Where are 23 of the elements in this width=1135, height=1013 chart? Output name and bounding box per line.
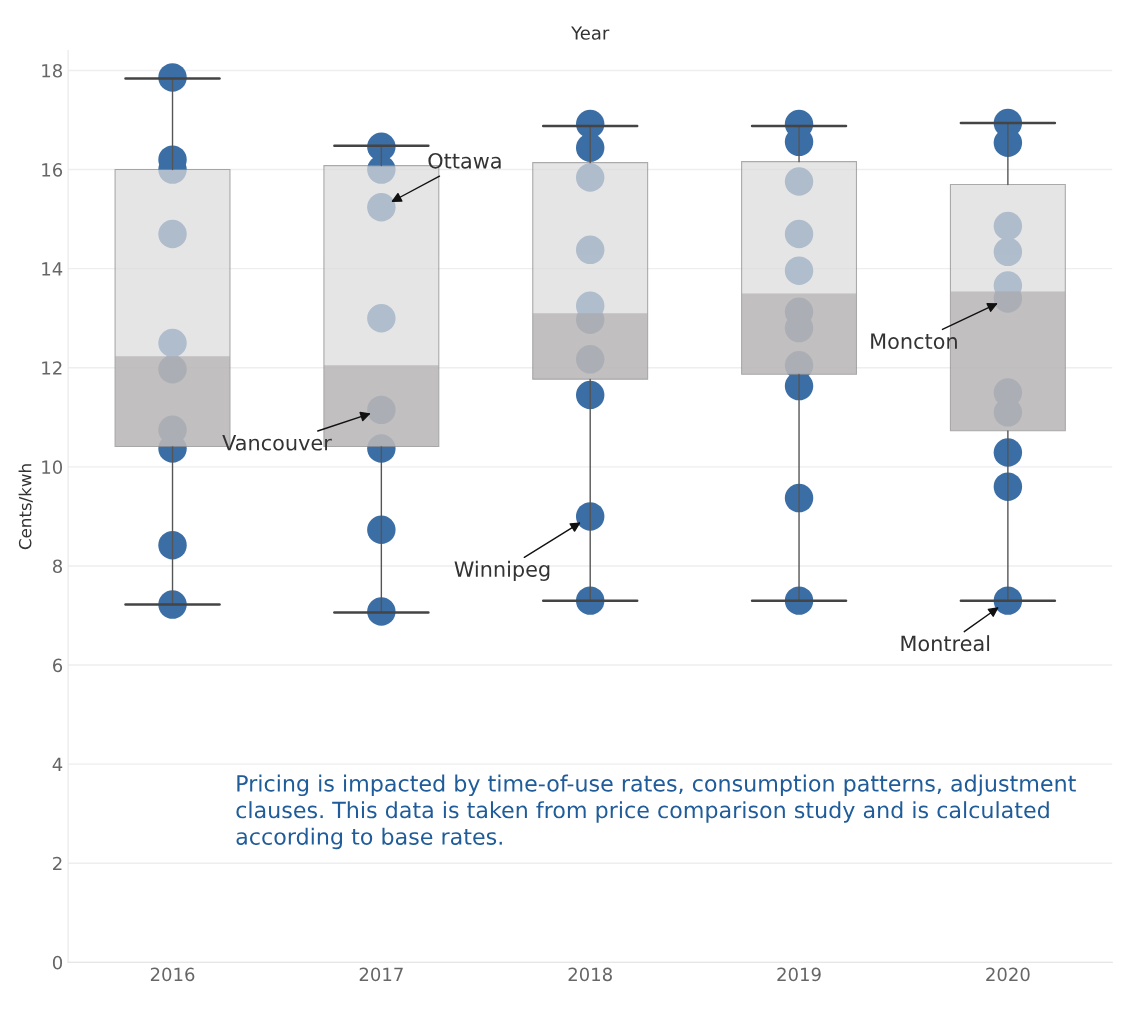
y-tick-label: 14 — [42, 262, 63, 276]
y-tick-label: 18 — [42, 63, 62, 78]
annotation: Pricing is impacted by time-of-use rates, consumption patterns, adjustment clauses. This data is taken from price comparison study and is calculated according to base rates. — [236, 774, 1076, 850]
annotation: Montreal — [901, 635, 990, 652]
x-tick-label: 2019 — [777, 967, 821, 982]
x-axis-title: Year — [571, 26, 610, 40]
annotation: Vancouver — [222, 435, 332, 451]
y-tick-label: 8 — [52, 559, 62, 574]
x-tick-label: 2016 — [150, 967, 195, 982]
y-tick-label: 16 — [42, 163, 63, 177]
y-tick-label: 2 — [53, 856, 62, 871]
annotation: Moncton — [871, 333, 957, 350]
y-tick-label: 6 — [53, 658, 63, 673]
y-tick-label: 10 — [42, 460, 63, 474]
y-axis-title: Cents/kwh — [18, 464, 33, 550]
annotation: Ottawa — [428, 152, 501, 169]
x-tick-label: 2020 — [986, 967, 1030, 982]
y-tick-label: 0 — [52, 955, 63, 970]
x-tick-label: 2018 — [568, 967, 612, 982]
annotation: Winnipeg — [454, 560, 550, 581]
y-tick-label: 12 — [42, 361, 62, 375]
x-tick-label: 2017 — [359, 967, 403, 982]
y-tick-label: 4 — [52, 757, 63, 772]
